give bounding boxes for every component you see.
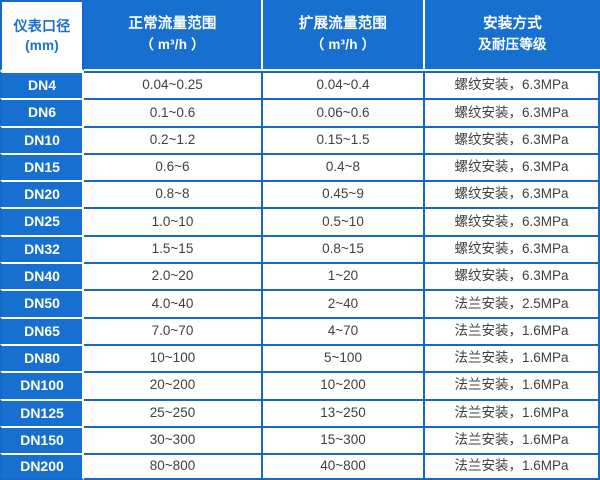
cell-installation: 螺纹安装，6.3MPa: [425, 71, 600, 99]
cell-normal-range: 0.6~6: [84, 152, 263, 181]
table-row: DN20 0.8~8 0.45~9 螺纹安装，6.3MPa: [0, 180, 600, 208]
cell-normal-range: 30~300: [84, 425, 263, 454]
table-row: DN150 30~300 15~300 法兰安装，1.6MPa: [0, 425, 600, 454]
cell-diameter: DN65: [0, 316, 84, 344]
cell-extended-range: 0.5~10: [263, 207, 425, 235]
table-row: DN32 1.5~15 0.8~15 螺纹安装，6.3MPa: [0, 234, 600, 263]
table-row: DN4 0.04~0.25 0.04~0.4 螺纹安装，6.3MPa: [0, 71, 600, 99]
column-header-normal-range-line1: 正常流量范围: [128, 16, 217, 33]
column-header-installation-line2: 及耐压等级: [478, 37, 547, 53]
cell-diameter: DN25: [0, 207, 84, 235]
cell-extended-range: 2~40: [263, 289, 425, 317]
cell-installation: 螺纹安装，6.3MPa: [425, 180, 600, 208]
cell-normal-range: 20~200: [84, 371, 263, 399]
cell-diameter: DN125: [0, 398, 84, 426]
column-header-installation-line1: 安装方式: [483, 16, 542, 33]
cell-diameter: DN6: [0, 98, 84, 126]
table-row: DN80 10~100 5~100 法兰安装，1.6MPa: [0, 343, 600, 372]
cell-normal-range: 1.0~10: [84, 207, 263, 235]
cell-extended-range: 5~100: [263, 343, 425, 372]
cell-installation: 螺纹安装，6.3MPa: [425, 234, 600, 263]
cell-normal-range: 1.5~15: [84, 234, 263, 263]
column-header-diameter-line1: 仪表口径: [13, 17, 71, 34]
cell-normal-range: 2.0~20: [84, 262, 263, 290]
cell-installation: 螺纹安装，6.3MPa: [425, 152, 600, 181]
table-row: DN15 0.6~6 0.4~8 螺纹安装，6.3MPa: [0, 152, 600, 181]
column-header-extended-range-line2: （ m³/h ）: [310, 37, 376, 53]
cell-installation: 法兰安装，2.5MPa: [425, 289, 600, 317]
cell-installation: 螺纹安装，6.3MPa: [425, 125, 600, 153]
cell-normal-range: 4.0~40: [84, 289, 263, 317]
column-header-normal-range: 正常流量范围 （ m³/h ）: [84, 0, 263, 71]
cell-extended-range: 0.06~0.6: [263, 98, 425, 126]
cell-installation: 法兰安装，1.6MPa: [425, 343, 600, 372]
table-row: DN50 4.0~40 2~40 法兰安装，2.5MPa: [0, 289, 600, 317]
table-row: DN40 2.0~20 1~20 螺纹安装，6.3MPa: [0, 262, 600, 290]
cell-normal-range: 10~100: [84, 343, 263, 372]
cell-normal-range: 0.8~8: [84, 180, 263, 208]
cell-installation: 螺纹安装，6.3MPa: [425, 98, 600, 126]
cell-extended-range: 10~200: [263, 371, 425, 399]
table-row: DN65 7.0~70 4~70 法兰安装，1.6MPa: [0, 316, 600, 344]
table-row: DN200 80~800 40~800 法兰安装，1.6MPa: [0, 453, 600, 480]
cell-installation: 螺纹安装，6.3MPa: [425, 262, 600, 290]
cell-diameter: DN200: [0, 453, 84, 480]
cell-installation: 螺纹安装，6.3MPa: [425, 207, 600, 235]
cell-extended-range: 40~800: [263, 453, 425, 480]
cell-extended-range: 0.04~0.4: [263, 71, 425, 99]
cell-diameter: DN100: [0, 371, 84, 399]
column-header-diameter-line2: (mm): [25, 37, 59, 53]
cell-diameter: DN4: [0, 71, 84, 99]
table-header: 仪表口径 (mm) 正常流量范围 （ m³/h ） 扩展流量范围 （ m³/h …: [0, 0, 600, 71]
table-row: DN100 20~200 10~200 法兰安装，1.6MPa: [0, 371, 600, 399]
column-header-extended-range: 扩展流量范围 （ m³/h ）: [263, 0, 425, 71]
cell-extended-range: 1~20: [263, 262, 425, 290]
cell-normal-range: 0.04~0.25: [84, 71, 263, 99]
cell-extended-range: 15~300: [263, 425, 425, 454]
cell-extended-range: 0.15~1.5: [263, 125, 425, 153]
cell-normal-range: 25~250: [84, 398, 263, 426]
cell-installation: 法兰安装，1.6MPa: [425, 316, 600, 344]
cell-diameter: DN80: [0, 343, 84, 372]
cell-diameter: DN32: [0, 234, 84, 263]
column-header-installation: 安装方式 及耐压等级: [425, 0, 600, 71]
cell-installation: 法兰安装，1.6MPa: [425, 425, 600, 454]
cell-extended-range: 0.4~8: [263, 152, 425, 181]
table-row: DN125 25~250 13~250 法兰安装，1.6MPa: [0, 398, 600, 426]
cell-diameter: DN150: [0, 425, 84, 454]
cell-normal-range: 0.1~0.6: [84, 98, 263, 126]
cell-normal-range: 80~800: [84, 453, 263, 480]
cell-extended-range: 13~250: [263, 398, 425, 426]
cell-diameter: DN50: [0, 289, 84, 317]
cell-installation: 法兰安装，1.6MPa: [425, 398, 600, 426]
cell-diameter: DN20: [0, 180, 84, 208]
table-body: DN4 0.04~0.25 0.04~0.4 螺纹安装，6.3MPa DN6 0.1~0.…: [0, 71, 600, 480]
cell-extended-range: 4~70: [263, 316, 425, 344]
cell-diameter: DN10: [0, 125, 84, 153]
table-row: DN25 1.0~10 0.5~10 螺纹安装，6.3MPa: [0, 207, 600, 235]
cell-extended-range: 0.8~15: [263, 234, 425, 263]
column-header-diameter: 仪表口径 (mm): [0, 0, 84, 71]
table-row: DN6 0.1~0.6 0.06~0.6 螺纹安装，6.3MPa: [0, 98, 600, 126]
cell-installation: 法兰安装，1.6MPa: [425, 453, 600, 480]
cell-extended-range: 0.45~9: [263, 180, 425, 208]
cell-diameter: DN40: [0, 262, 84, 290]
table-row: DN10 0.2~1.2 0.15~1.5 螺纹安装，6.3MPa: [0, 125, 600, 153]
cell-diameter: DN15: [0, 152, 84, 181]
column-header-normal-range-line2: （ m³/h ）: [140, 37, 205, 53]
header-row: 仪表口径 (mm) 正常流量范围 （ m³/h ） 扩展流量范围 （ m³/h …: [0, 0, 600, 71]
cell-normal-range: 7.0~70: [84, 316, 263, 344]
cell-installation: 法兰安装，1.6MPa: [425, 371, 600, 399]
cell-normal-range: 0.2~1.2: [84, 125, 263, 153]
column-header-extended-range-line1: 扩展流量范围: [298, 16, 388, 33]
